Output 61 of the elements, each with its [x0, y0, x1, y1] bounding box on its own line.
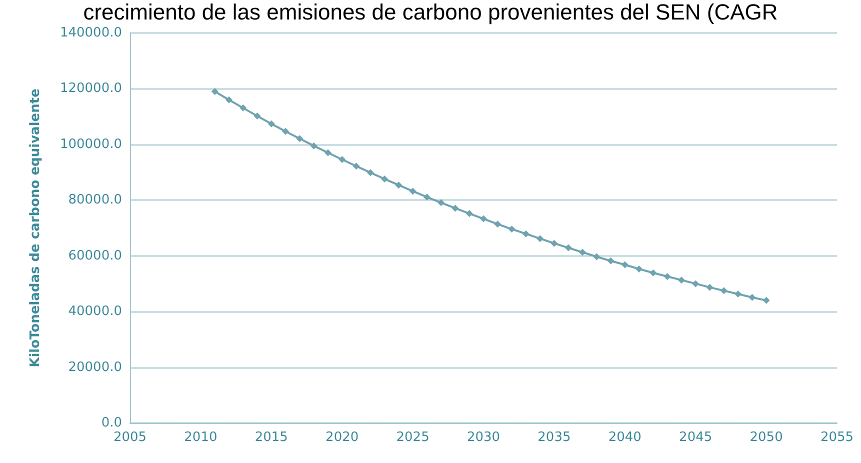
point [636, 265, 643, 272]
x-tick-label: 2025 [396, 430, 430, 445]
point [508, 226, 516, 233]
point [692, 280, 700, 288]
point [593, 253, 600, 260]
point [720, 287, 728, 294]
point [536, 235, 544, 242]
x-tick-label: 2035 [538, 430, 571, 445]
point [438, 199, 445, 206]
point [338, 156, 346, 163]
y-tick-label: 100000.0 [60, 136, 122, 152]
y-tick-label: 80000.0 [68, 192, 122, 208]
point [650, 269, 657, 276]
point [310, 142, 318, 150]
y-tick-label: 120000.0 [60, 81, 122, 96]
point [621, 261, 628, 268]
point [423, 194, 430, 201]
x-tick-label: 2010 [184, 430, 218, 445]
x-tick-label: 2050 [750, 430, 783, 445]
point [296, 135, 304, 142]
point [678, 276, 685, 284]
x-tick-label: 2030 [466, 430, 500, 445]
point [324, 149, 332, 156]
x-tick-label: 2040 [608, 430, 642, 445]
point [706, 284, 714, 291]
point [664, 272, 671, 280]
point [240, 104, 247, 112]
y-tick-label: 0.0 [101, 416, 122, 430]
point [452, 204, 459, 212]
x-tick-label: 2005 [113, 430, 147, 445]
point [282, 128, 290, 135]
y-tick-label: 20000.0 [68, 360, 122, 375]
x-tick-label: 2020 [326, 430, 359, 445]
point [352, 162, 360, 170]
point [607, 257, 614, 264]
point [522, 230, 530, 238]
point [550, 240, 558, 247]
point [564, 244, 572, 252]
point [494, 220, 502, 228]
x-tick-label: 2045 [679, 430, 712, 445]
point [578, 248, 586, 256]
point [480, 215, 487, 222]
y-axis-title: KiloToneladas de carbono equivalente [28, 88, 43, 368]
point [466, 210, 473, 218]
point [748, 294, 756, 301]
y-tick-label: 40000.0 [68, 304, 122, 320]
point [211, 88, 218, 95]
point [409, 188, 416, 195]
point [254, 112, 261, 120]
point [225, 96, 232, 104]
x-tick-label: 2055 [820, 430, 854, 445]
y-tick-label: 60000.0 [68, 248, 122, 264]
point [366, 169, 374, 176]
point [762, 296, 770, 304]
point [268, 120, 275, 128]
point [734, 290, 742, 298]
point [395, 182, 402, 189]
y-tick-label: 140000.0 [60, 26, 122, 40]
chart-title: crecimiento de las emisiones de carbono provenientes del SEN (CAGR [83, 0, 778, 24]
point [381, 175, 388, 182]
x-tick-label: 2015 [254, 430, 288, 445]
